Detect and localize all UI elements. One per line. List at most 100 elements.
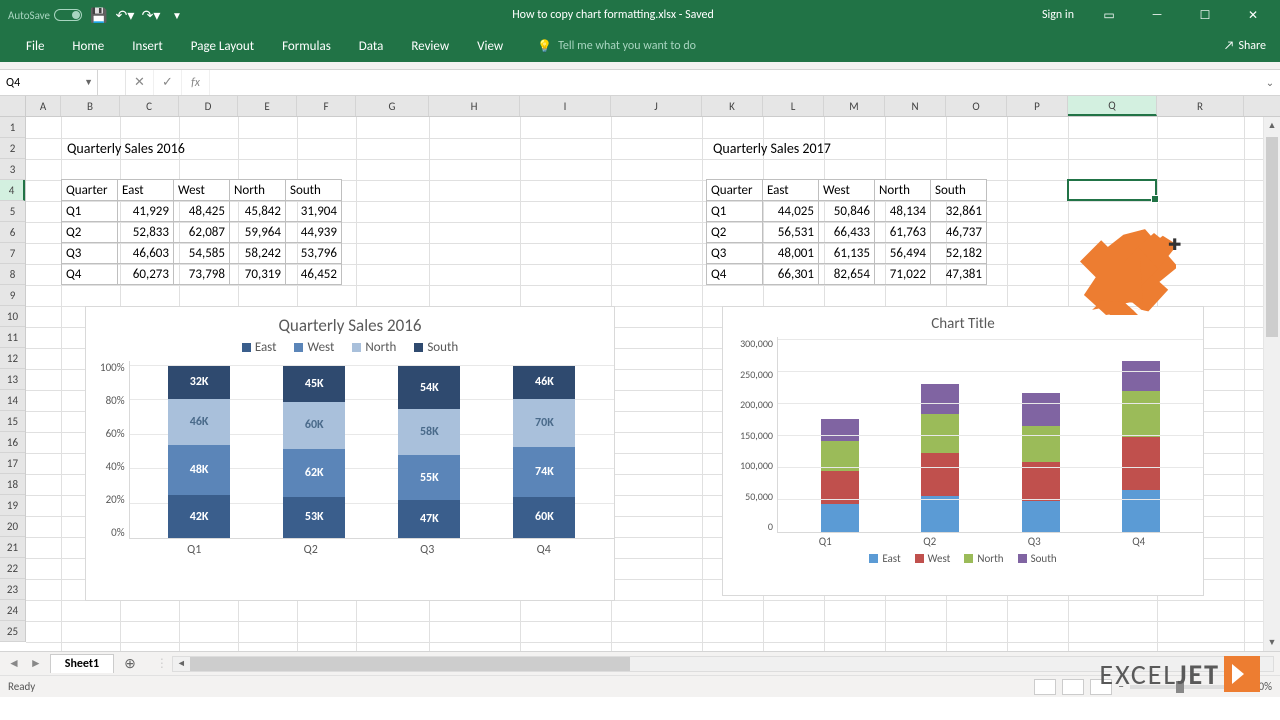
tab-data[interactable]: Data [345,30,398,62]
chart-2017[interactable]: Chart Title 300,000250,000200,000150,000… [722,306,1204,596]
enter-formula-icon[interactable]: ✓ [154,70,182,95]
save-icon[interactable]: 💾 [90,6,108,24]
col-header-I[interactable]: I [520,96,611,116]
exceljet-logo: EXCELJET [1099,656,1260,692]
row-header-5[interactable]: 5 [0,201,25,222]
title-2016: Quarterly Sales 2016 [64,138,188,159]
col-header-J[interactable]: J [611,96,702,116]
row-header-10[interactable]: 10 [0,306,25,327]
tab-review[interactable]: Review [397,30,463,62]
sheet-tab[interactable]: Sheet1 [50,654,114,673]
chart-title: Chart Title [723,315,1203,333]
vertical-scrollbar[interactable]: ▲ ▼ [1263,117,1280,651]
lightbulb-icon: 💡 [537,39,552,54]
autosave-toggle[interactable]: AutoSave [8,9,82,22]
col-header-M[interactable]: M [824,96,885,116]
redo-icon[interactable]: ↷▾ [142,6,160,24]
fx-icon[interactable]: fx [182,70,210,95]
col-header-N[interactable]: N [885,96,946,116]
cells-area[interactable]: Quarterly Sales 2016 Quarterly Sales 201… [26,117,1280,651]
row-header-20[interactable]: 20 [0,516,25,537]
row-header-8[interactable]: 8 [0,264,25,285]
chart-bars: 42K48K46K32K53K62K60K45K47K55K58K54K60K7… [129,361,614,539]
col-header-H[interactable]: H [429,96,520,116]
qat-customize-icon[interactable]: ▼ [168,6,186,24]
row-header-2[interactable]: 2 [0,138,25,159]
col-header-R[interactable]: R [1157,96,1244,116]
row-header-4[interactable]: 4 [0,180,25,201]
column-headers: ABCDEFGHIJKLMNOPQR [26,96,1280,117]
row-header-18[interactable]: 18 [0,474,25,495]
signin-link[interactable]: Sign in [1032,8,1084,22]
tab-page-layout[interactable]: Page Layout [177,30,268,62]
maximize-button[interactable]: ☐ [1182,0,1228,30]
row-header-6[interactable]: 6 [0,222,25,243]
ribbon-body [0,62,1280,70]
window-title: How to copy chart formatting.xlsx - Save… [194,8,1032,22]
row-header-14[interactable]: 14 [0,390,25,411]
row-header-23[interactable]: 23 [0,579,25,600]
row-header-15[interactable]: 15 [0,411,25,432]
undo-icon[interactable]: ↶▾ [116,6,134,24]
table-2016: QuarterEastWestNorthSouthQ141,92948,4254… [61,179,342,285]
col-header-F[interactable]: F [297,96,356,116]
col-header-K[interactable]: K [702,96,763,116]
row-header-24[interactable]: 24 [0,600,25,621]
col-header-P[interactable]: P [1007,96,1068,116]
row-header-19[interactable]: 19 [0,495,25,516]
status-bar: Ready − + 100% [0,675,1280,697]
col-header-C[interactable]: C [120,96,179,116]
col-header-D[interactable]: D [179,96,238,116]
tab-insert[interactable]: Insert [118,30,177,62]
share-button[interactable]: ↗ Share [1210,30,1280,62]
chart-2016[interactable]: Quarterly Sales 2016 EastWestNorthSouth … [85,306,615,601]
formula-input[interactable] [210,70,1260,95]
close-button[interactable]: ✕ [1230,0,1276,30]
chart-legend: EastWestNorthSouth [86,340,614,355]
add-sheet-button[interactable]: ⊕ [114,655,146,672]
chart-bars [777,337,1203,533]
row-header-11[interactable]: 11 [0,327,25,348]
row-header-1[interactable]: 1 [0,117,25,138]
row-header-16[interactable]: 16 [0,432,25,453]
y-axis: 100%80%60%40%20%0% [100,361,129,539]
tab-formulas[interactable]: Formulas [268,30,345,62]
row-header-22[interactable]: 22 [0,558,25,579]
page-layout-button[interactable] [1062,679,1084,695]
col-header-B[interactable]: B [61,96,120,116]
tab-view[interactable]: View [463,30,517,62]
x-axis: Q1Q2Q3Q4 [723,533,1203,548]
minimize-button[interactable]: — [1134,0,1180,30]
tab-home[interactable]: Home [58,30,118,62]
title-2017: Quarterly Sales 2017 [710,138,834,159]
row-header-13[interactable]: 13 [0,369,25,390]
col-header-E[interactable]: E [238,96,297,116]
y-axis: 300,000250,000200,000150,000100,00050,00… [729,337,777,533]
col-header-A[interactable]: A [26,96,61,116]
share-icon: ↗ [1224,39,1235,53]
col-header-O[interactable]: O [946,96,1007,116]
tellme-search[interactable]: 💡 Tell me what you want to do [517,30,696,62]
ribbon-options-icon[interactable]: ▭ [1086,0,1132,30]
normal-view-button[interactable] [1034,679,1056,695]
row-header-17[interactable]: 17 [0,453,25,474]
name-box[interactable]: Q4▼ [0,70,98,95]
cancel-formula-icon[interactable]: ✕ [126,70,154,95]
expand-formula-icon[interactable]: ⌄ [1260,70,1280,95]
status-ready: Ready [8,680,35,693]
col-header-G[interactable]: G [356,96,429,116]
arrow-shape [1068,227,1174,313]
select-all-corner[interactable] [0,96,26,117]
logo-icon [1224,656,1260,692]
x-axis: Q1Q2Q3Q4 [86,539,614,557]
col-header-L[interactable]: L [763,96,824,116]
row-header-7[interactable]: 7 [0,243,25,264]
row-header-12[interactable]: 12 [0,348,25,369]
row-header-25[interactable]: 25 [0,621,25,642]
row-header-9[interactable]: 9 [0,285,25,306]
row-header-21[interactable]: 21 [0,537,25,558]
col-header-Q[interactable]: Q [1068,96,1157,116]
row-header-3[interactable]: 3 [0,159,25,180]
tab-file[interactable]: File [12,30,58,62]
sheet-nav[interactable]: ◄► [0,656,50,671]
